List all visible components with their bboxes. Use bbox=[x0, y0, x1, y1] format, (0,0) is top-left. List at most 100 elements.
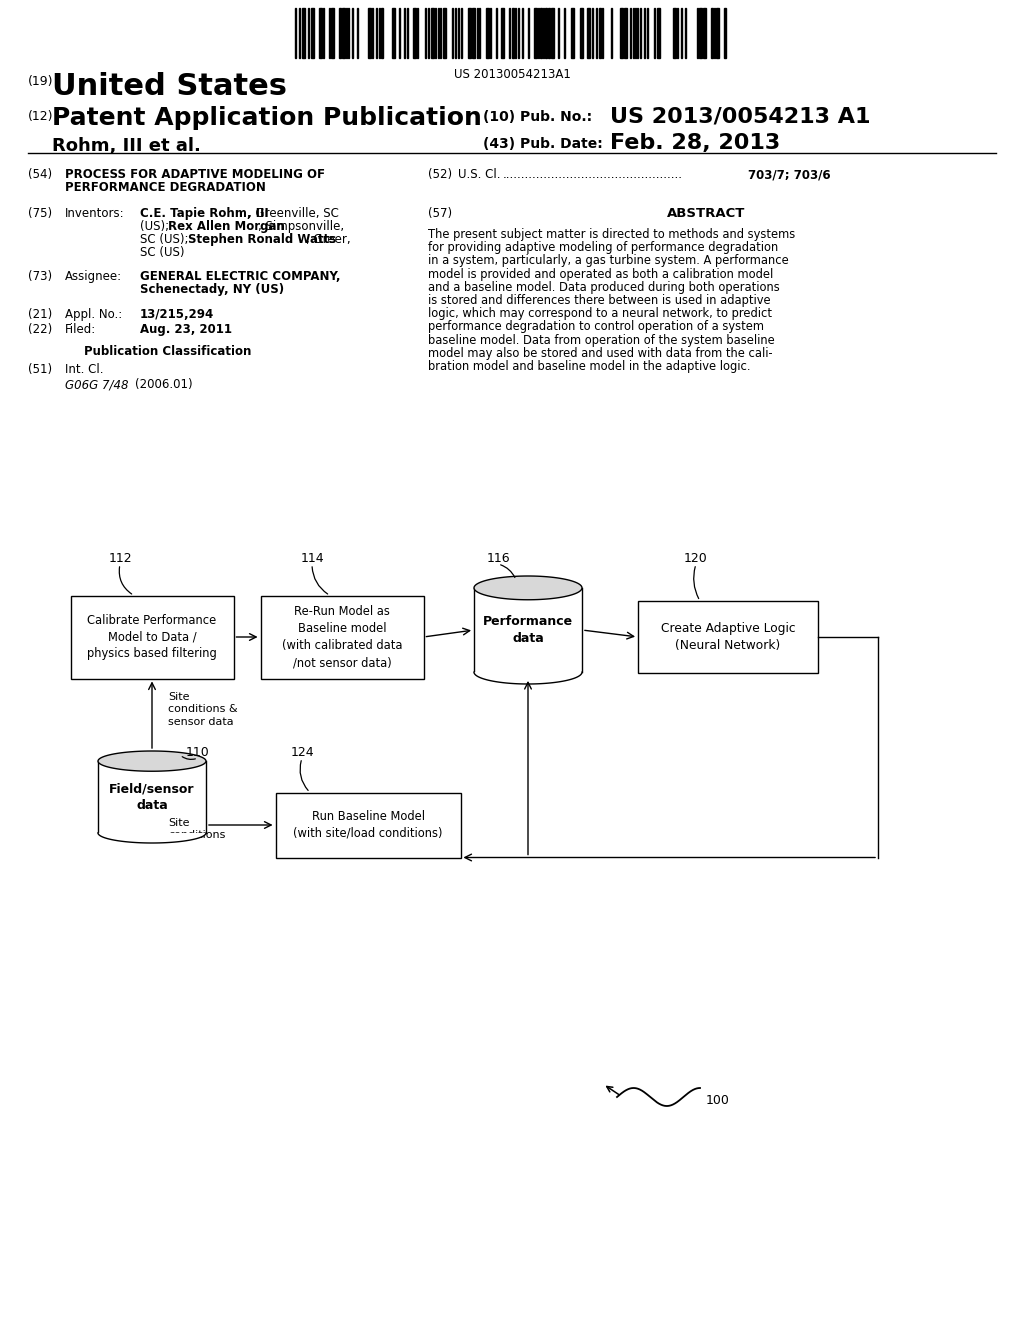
Text: United States: United States bbox=[52, 73, 287, 102]
Bar bbox=[551, 8, 554, 58]
Bar bbox=[392, 8, 395, 58]
Bar bbox=[468, 8, 471, 58]
Text: (19): (19) bbox=[28, 75, 53, 88]
Bar bbox=[638, 601, 818, 673]
Text: Int. Cl.: Int. Cl. bbox=[65, 363, 103, 376]
Text: (51): (51) bbox=[28, 363, 52, 376]
Bar bbox=[620, 8, 623, 58]
Bar bbox=[342, 8, 345, 58]
Text: GENERAL ELECTRIC COMPANY,: GENERAL ELECTRIC COMPANY, bbox=[140, 271, 341, 282]
Polygon shape bbox=[98, 751, 206, 771]
Bar bbox=[548, 8, 550, 58]
Text: (54): (54) bbox=[28, 168, 52, 181]
Text: US 20130054213A1: US 20130054213A1 bbox=[454, 69, 570, 81]
Bar bbox=[501, 8, 504, 58]
Bar bbox=[657, 8, 660, 58]
Bar bbox=[472, 8, 475, 58]
Text: model may also be stored and used with data from the cali-: model may also be stored and used with d… bbox=[428, 347, 773, 360]
Text: 703/7; 703/6: 703/7; 703/6 bbox=[748, 168, 830, 181]
Text: Schenectady, NY (US): Schenectady, NY (US) bbox=[140, 282, 284, 296]
Text: 13/215,294: 13/215,294 bbox=[140, 308, 214, 321]
Text: (22): (22) bbox=[28, 323, 52, 337]
Bar bbox=[716, 8, 719, 58]
Bar bbox=[599, 8, 601, 58]
Bar bbox=[587, 8, 590, 58]
Bar bbox=[545, 8, 547, 58]
Bar bbox=[302, 8, 305, 58]
Bar bbox=[260, 595, 424, 678]
Bar bbox=[71, 595, 233, 678]
Text: Create Adaptive Logic
(Neural Network): Create Adaptive Logic (Neural Network) bbox=[660, 622, 796, 652]
Text: 100: 100 bbox=[706, 1093, 730, 1106]
Bar bbox=[413, 8, 416, 58]
Bar bbox=[711, 8, 713, 58]
Text: and a baseline model. Data produced during both operations: and a baseline model. Data produced duri… bbox=[428, 281, 779, 294]
Text: (43) Pub. Date:: (43) Pub. Date: bbox=[483, 137, 603, 150]
Text: PROCESS FOR ADAPTIVE MODELING OF: PROCESS FOR ADAPTIVE MODELING OF bbox=[65, 168, 325, 181]
Text: Assignee:: Assignee: bbox=[65, 271, 122, 282]
Bar bbox=[275, 792, 461, 858]
Text: 116: 116 bbox=[486, 552, 510, 565]
Text: Patent Application Publication: Patent Application Publication bbox=[52, 106, 482, 129]
Bar bbox=[98, 762, 206, 833]
Text: (12): (12) bbox=[28, 110, 53, 123]
Bar bbox=[381, 8, 383, 58]
Text: 124: 124 bbox=[290, 746, 313, 759]
Text: (73): (73) bbox=[28, 271, 52, 282]
Bar bbox=[368, 8, 371, 58]
Text: Field/sensor
data: Field/sensor data bbox=[110, 781, 195, 812]
Text: Rex Allen Morgan: Rex Allen Morgan bbox=[168, 220, 285, 234]
Bar bbox=[724, 8, 726, 58]
Text: (75): (75) bbox=[28, 207, 52, 220]
Text: U.S. Cl.: U.S. Cl. bbox=[458, 168, 501, 181]
Bar bbox=[331, 8, 334, 58]
Text: (US);: (US); bbox=[140, 220, 173, 234]
Polygon shape bbox=[98, 833, 206, 843]
Text: Aug. 23, 2011: Aug. 23, 2011 bbox=[140, 323, 232, 337]
Text: for providing adaptive modeling of performance degradation: for providing adaptive modeling of perfo… bbox=[428, 242, 778, 255]
Text: (52): (52) bbox=[428, 168, 453, 181]
Text: baseline model. Data from operation of the system baseline: baseline model. Data from operation of t… bbox=[428, 334, 775, 347]
Text: ABSTRACT: ABSTRACT bbox=[667, 207, 745, 220]
Text: 120: 120 bbox=[684, 552, 708, 565]
Text: performance degradation to control operation of a system: performance degradation to control opera… bbox=[428, 321, 764, 334]
Text: C.E. Tapie Rohm, III: C.E. Tapie Rohm, III bbox=[140, 207, 268, 220]
Bar bbox=[512, 8, 514, 58]
Text: is stored and differences there between is used in adaptive: is stored and differences there between … bbox=[428, 294, 771, 308]
Text: Site
conditions &
sensor data: Site conditions & sensor data bbox=[168, 692, 238, 727]
Bar bbox=[624, 8, 627, 58]
Bar bbox=[571, 8, 574, 58]
Bar bbox=[540, 8, 542, 58]
Bar bbox=[580, 8, 583, 58]
Text: The present subject matter is directed to methods and systems: The present subject matter is directed t… bbox=[428, 228, 796, 242]
Text: logic, which may correspond to a neural network, to predict: logic, which may correspond to a neural … bbox=[428, 308, 772, 321]
Text: , Greer,: , Greer, bbox=[306, 234, 350, 246]
Text: 110: 110 bbox=[186, 746, 210, 759]
Text: US 2013/0054213 A1: US 2013/0054213 A1 bbox=[610, 106, 870, 125]
Text: Calibrate Performance
Model to Data /
physics based filtering: Calibrate Performance Model to Data / ph… bbox=[87, 614, 217, 660]
Polygon shape bbox=[474, 576, 582, 599]
Text: (57): (57) bbox=[428, 207, 453, 220]
Text: , Simpsonville,: , Simpsonville, bbox=[258, 220, 344, 234]
Text: Rohm, III et al.: Rohm, III et al. bbox=[52, 137, 201, 154]
Text: Inventors:: Inventors: bbox=[65, 207, 125, 220]
Text: G06G 7/48: G06G 7/48 bbox=[65, 378, 128, 391]
Text: , Greenville, SC: , Greenville, SC bbox=[248, 207, 339, 220]
Text: (21): (21) bbox=[28, 308, 52, 321]
Text: ................................................: ........................................… bbox=[503, 168, 683, 181]
Text: in a system, particularly, a gas turbine system. A performance: in a system, particularly, a gas turbine… bbox=[428, 255, 788, 268]
Text: Performance
data: Performance data bbox=[483, 615, 573, 645]
Bar bbox=[703, 8, 706, 58]
Polygon shape bbox=[474, 672, 582, 684]
Text: Re-Run Model as
Baseline model
(with calibrated data
/not sensor data): Re-Run Model as Baseline model (with cal… bbox=[282, 605, 402, 669]
Text: Feb. 28, 2013: Feb. 28, 2013 bbox=[610, 133, 780, 153]
Bar bbox=[673, 8, 676, 58]
Text: 114: 114 bbox=[300, 552, 324, 565]
Text: Publication Classification: Publication Classification bbox=[84, 345, 252, 358]
Text: Appl. No.:: Appl. No.: bbox=[65, 308, 122, 321]
Text: model is provided and operated as both a calibration model: model is provided and operated as both a… bbox=[428, 268, 773, 281]
Bar bbox=[443, 8, 446, 58]
Text: SC (US);: SC (US); bbox=[140, 234, 193, 246]
Bar bbox=[474, 587, 582, 672]
Bar bbox=[534, 8, 537, 58]
